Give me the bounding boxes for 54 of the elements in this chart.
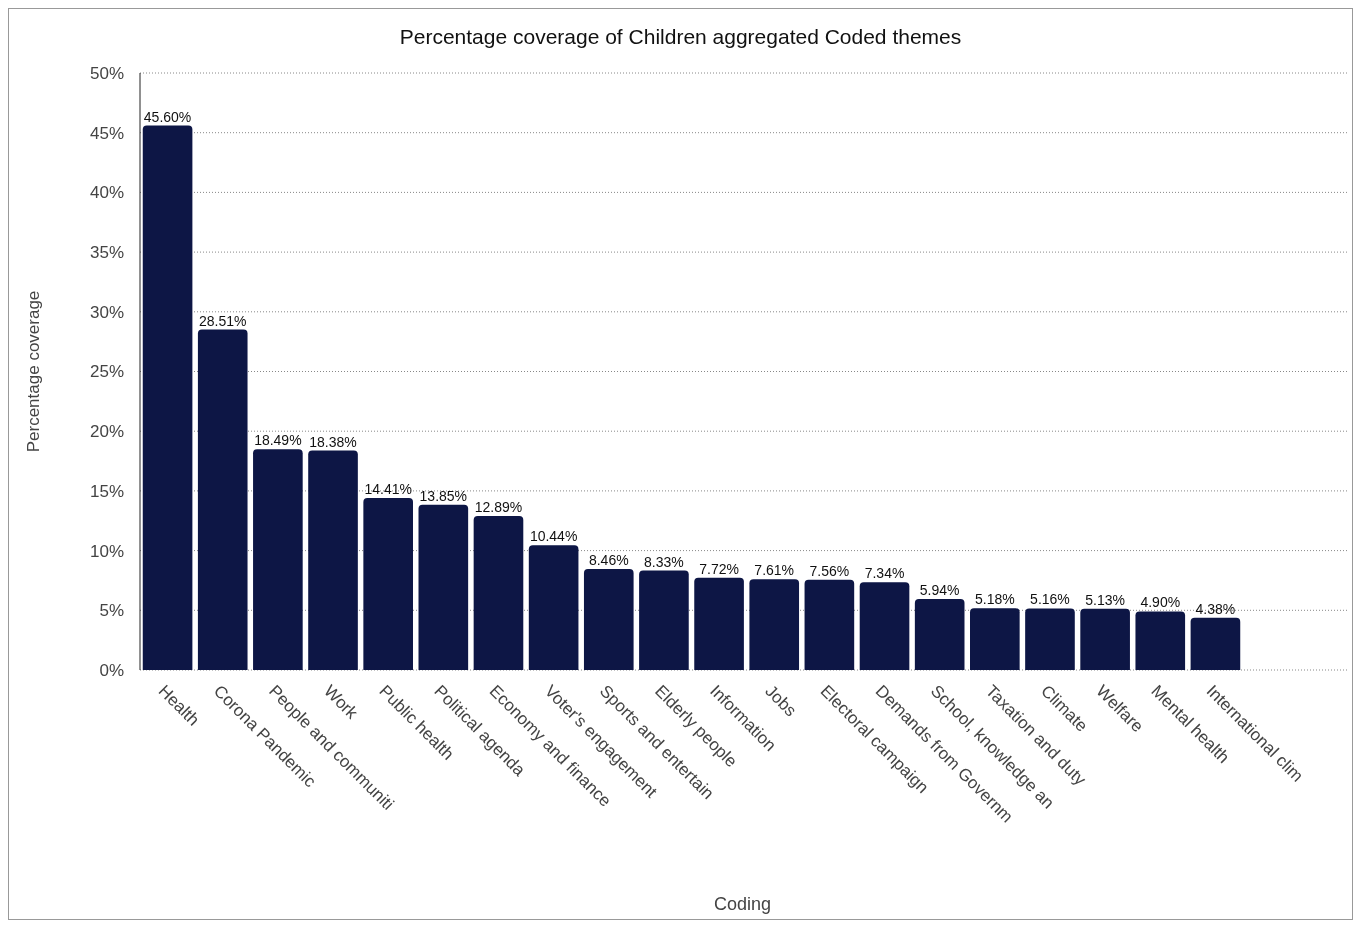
y-tick-label: 45% — [89, 123, 124, 143]
data-label: 7.56% — [809, 562, 850, 579]
bar — [308, 450, 358, 670]
data-label: 5.16% — [1030, 591, 1070, 608]
data-label: 5.13% — [1085, 591, 1125, 608]
bar — [694, 577, 744, 670]
y-tick-label: 35% — [89, 243, 124, 263]
bar — [859, 582, 910, 670]
bar — [197, 329, 248, 670]
x-axis-title: Coding — [713, 894, 772, 914]
y-tick-label: 50% — [89, 63, 124, 83]
bar — [418, 504, 469, 670]
data-label: 18.38% — [309, 433, 357, 450]
y-axis-title: Percentage coverage — [24, 290, 43, 453]
data-label: 7.61% — [754, 562, 795, 579]
bar — [528, 545, 579, 670]
bar — [253, 449, 303, 670]
y-tick-label: 15% — [89, 481, 124, 501]
data-label: 45.60% — [143, 108, 192, 125]
data-label: 7.34% — [864, 565, 905, 582]
data-label: 5.94% — [919, 582, 960, 599]
y-tick-label: 20% — [89, 422, 124, 442]
y-tick-label: 40% — [89, 183, 124, 203]
bar — [473, 516, 524, 670]
data-label: 28.51% — [198, 312, 247, 329]
data-label: 4.38% — [1195, 600, 1236, 617]
data-label: 7.72% — [699, 560, 739, 577]
data-label: 8.46% — [588, 551, 629, 568]
bar — [142, 125, 193, 670]
chart-title: Percentage coverage of Children aggregated Coded themes — [399, 25, 962, 48]
y-tick-label: 30% — [89, 302, 124, 322]
data-label: 4.90% — [1140, 594, 1181, 611]
data-label: 5.18% — [974, 591, 1015, 608]
bar — [1190, 617, 1241, 670]
bar — [970, 608, 1020, 670]
data-label: 12.89% — [474, 499, 523, 516]
bar — [1080, 608, 1130, 670]
data-label: 13.85% — [419, 487, 468, 504]
bar — [914, 599, 965, 670]
data-label: 10.44% — [529, 528, 578, 545]
bar — [1135, 611, 1186, 670]
bar — [749, 579, 800, 670]
bar — [804, 579, 855, 670]
y-tick-label: 25% — [89, 362, 124, 382]
bar — [639, 570, 689, 670]
bar — [363, 497, 413, 670]
y-tick-label: 5% — [99, 601, 124, 621]
bar — [1025, 608, 1075, 670]
data-label: 14.41% — [364, 480, 412, 497]
data-label: 18.49% — [254, 432, 302, 449]
y-tick-label: 0% — [99, 660, 124, 680]
bar — [583, 568, 634, 670]
y-tick-label: 10% — [89, 541, 124, 561]
data-label: 8.33% — [644, 553, 684, 570]
